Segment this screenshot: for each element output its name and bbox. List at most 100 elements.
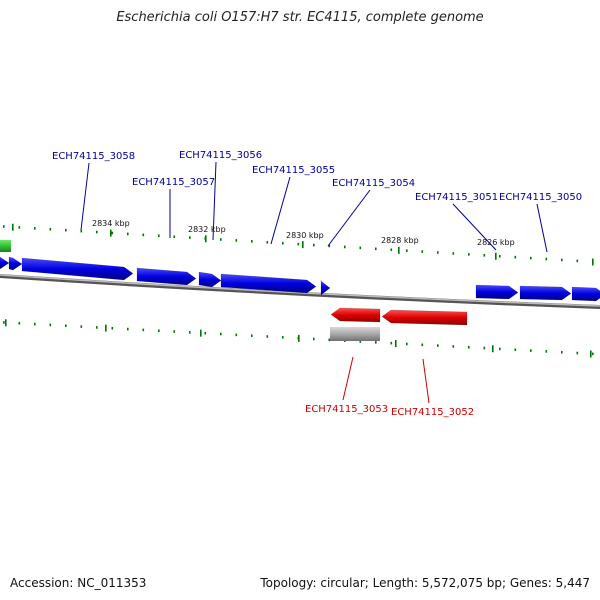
leader-line <box>212 161 217 241</box>
minor-tick <box>421 250 424 253</box>
minor-tick <box>359 340 362 343</box>
minor-tick <box>49 227 52 231</box>
minor-tick <box>530 256 532 260</box>
minor-tick <box>127 327 129 331</box>
forward-gene <box>21 257 134 281</box>
forward-gene-label: ECH74115_3055 <box>252 165 335 176</box>
forward-gene-label: ECH74115_3057 <box>132 177 215 188</box>
major-tick <box>398 246 400 254</box>
scale-label: 2834 kbp <box>92 219 130 228</box>
minor-tick <box>49 323 52 327</box>
minor-tick <box>514 348 517 352</box>
minor-tick <box>437 344 439 347</box>
forward-gene <box>0 256 10 270</box>
forward-gene <box>136 267 197 286</box>
forward-gene-label: ECH74115_3056 <box>179 150 262 161</box>
minor-tick <box>96 326 98 329</box>
minor-tick <box>204 331 207 335</box>
minor-tick <box>18 226 21 229</box>
minor-tick <box>375 341 377 344</box>
minor-tick <box>111 326 114 330</box>
leader-line <box>422 358 430 404</box>
minor-tick <box>328 338 331 342</box>
minor-tick <box>437 251 439 254</box>
forward-gene-label: ECH74115_3051 <box>415 192 498 203</box>
minor-tick <box>530 349 532 352</box>
genome-summary-text: Topology: circular; Length: 5,572,075 bp… <box>260 576 590 590</box>
forward-gene <box>571 286 600 302</box>
upper-tick-track <box>3 223 594 266</box>
minor-tick <box>266 335 269 338</box>
minor-tick <box>65 228 67 232</box>
leader-line <box>327 189 371 247</box>
minor-tick <box>545 350 548 353</box>
minor-tick <box>545 257 548 261</box>
leader-line <box>536 203 548 253</box>
reverse-gene <box>381 309 468 326</box>
minor-tick <box>235 333 238 337</box>
forward-gene <box>220 273 317 294</box>
reverse-gene-label: ECH74115_3052 <box>391 407 474 418</box>
forward-gene-label: ECH74115_3050 <box>499 192 582 203</box>
minor-tick <box>375 247 377 251</box>
minor-tick <box>468 345 470 349</box>
minor-tick <box>251 334 253 337</box>
minor-tick <box>561 258 563 262</box>
major-tick <box>590 350 592 358</box>
major-tick <box>492 345 494 353</box>
minor-tick <box>96 230 98 234</box>
minor-tick <box>297 242 300 246</box>
forward-gene <box>320 280 331 296</box>
minor-tick <box>189 236 191 239</box>
minor-tick <box>34 322 36 326</box>
minor-tick <box>592 352 594 356</box>
minor-tick <box>80 229 83 233</box>
genome-backbone <box>0 274 600 309</box>
minor-tick <box>406 249 408 252</box>
forward-gene <box>519 285 572 301</box>
genome-title: Escherichia coli O157:H7 str. EC4115, co… <box>116 10 484 25</box>
minor-tick <box>127 232 129 236</box>
scale-label: 2832 kbp <box>188 225 226 234</box>
minor-tick <box>3 225 5 228</box>
minor-tick <box>142 328 145 332</box>
minor-tick <box>576 259 579 263</box>
minor-tick <box>158 329 160 333</box>
major-tick <box>105 324 107 332</box>
minor-tick <box>34 227 36 230</box>
major-tick <box>200 329 202 337</box>
genome-backbone-highlight <box>0 274 600 307</box>
minor-tick <box>189 331 191 334</box>
scale-label: 2826 kbp <box>477 238 515 247</box>
minor-tick <box>282 336 284 339</box>
forward-gene <box>475 284 519 300</box>
minor-tick <box>359 246 362 250</box>
minor-tick <box>220 332 222 336</box>
minor-tick <box>499 254 501 258</box>
major-tick <box>302 241 304 249</box>
minor-tick <box>390 248 393 252</box>
major-tick <box>110 229 112 237</box>
leader-line <box>80 162 90 231</box>
lower-tick-track <box>3 319 594 358</box>
scale-label-group: 2834 kbp 2832 kbp 2830 kbp 2828 kbp 2826 kbp <box>92 219 515 247</box>
major-tick <box>5 319 7 327</box>
minor-tick <box>576 351 579 355</box>
minor-tick <box>452 252 455 255</box>
minor-tick <box>421 343 424 347</box>
minor-tick <box>452 345 455 348</box>
minor-tick <box>344 245 346 249</box>
minor-tick <box>328 244 331 248</box>
minor-tick <box>483 254 486 257</box>
green-feature <box>0 240 11 252</box>
minor-tick <box>80 325 83 328</box>
minor-tick <box>173 330 176 333</box>
forward-gene <box>198 271 222 288</box>
leader-line <box>452 203 497 251</box>
scale-label: 2828 kbp <box>381 236 419 245</box>
minor-tick <box>251 240 253 243</box>
major-tick <box>395 340 397 348</box>
leader-line <box>270 176 291 245</box>
minor-tick <box>266 240 269 244</box>
scale-label: 2830 kbp <box>286 231 324 240</box>
